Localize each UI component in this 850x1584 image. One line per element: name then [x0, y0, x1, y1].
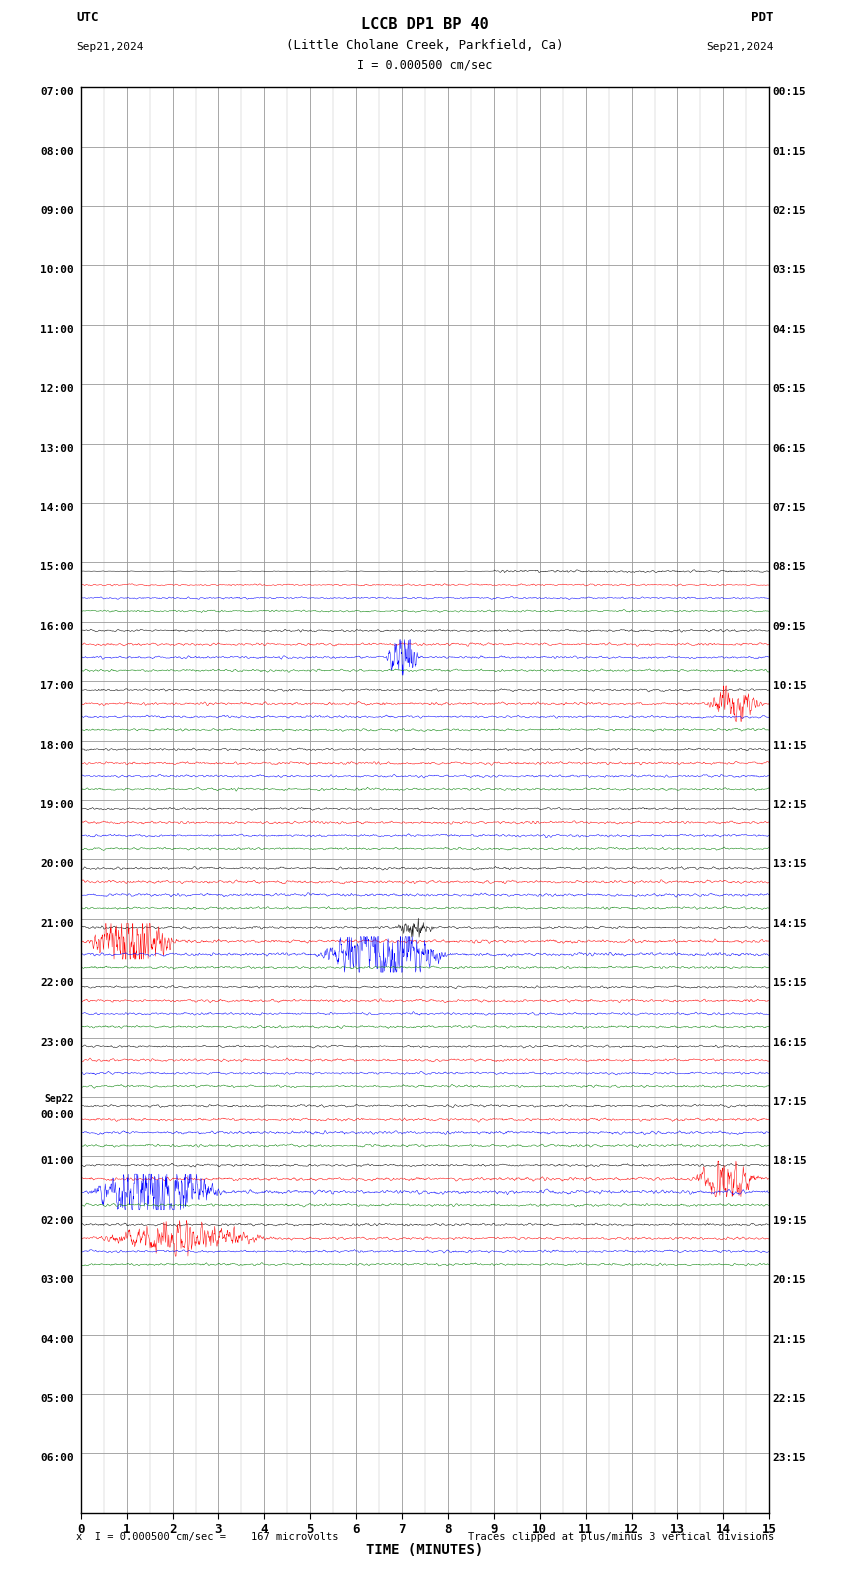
Text: 22:00: 22:00 — [40, 977, 74, 988]
Text: (Little Cholane Creek, Parkfield, Ca): (Little Cholane Creek, Parkfield, Ca) — [286, 40, 564, 52]
Text: 17:00: 17:00 — [40, 681, 74, 691]
Text: x  I = 0.000500 cm/sec =    167 microvolts: x I = 0.000500 cm/sec = 167 microvolts — [76, 1532, 339, 1541]
Text: 13:15: 13:15 — [773, 859, 807, 870]
Text: 04:15: 04:15 — [773, 325, 807, 334]
Text: 01:00: 01:00 — [40, 1156, 74, 1166]
Text: 19:15: 19:15 — [773, 1217, 807, 1226]
Text: 07:00: 07:00 — [40, 87, 74, 97]
Text: 08:15: 08:15 — [773, 562, 807, 572]
Text: 09:00: 09:00 — [40, 206, 74, 215]
Text: PDT: PDT — [751, 11, 774, 24]
Text: Sep22: Sep22 — [44, 1095, 74, 1104]
Text: 23:15: 23:15 — [773, 1454, 807, 1464]
Text: 12:15: 12:15 — [773, 800, 807, 809]
Text: Sep21,2024: Sep21,2024 — [76, 43, 144, 52]
Text: 00:00: 00:00 — [40, 1110, 74, 1120]
Text: 11:15: 11:15 — [773, 740, 807, 751]
Text: 17:15: 17:15 — [773, 1096, 807, 1107]
Text: 00:15: 00:15 — [773, 87, 807, 97]
Text: 03:00: 03:00 — [40, 1275, 74, 1285]
Text: Sep21,2024: Sep21,2024 — [706, 43, 774, 52]
Text: LCCB DP1 BP 40: LCCB DP1 BP 40 — [361, 17, 489, 32]
Text: 07:15: 07:15 — [773, 504, 807, 513]
Text: UTC: UTC — [76, 11, 99, 24]
Text: 19:00: 19:00 — [40, 800, 74, 809]
Text: 06:15: 06:15 — [773, 444, 807, 453]
Text: 05:15: 05:15 — [773, 385, 807, 394]
Text: 02:15: 02:15 — [773, 206, 807, 215]
Text: 14:00: 14:00 — [40, 504, 74, 513]
Text: 15:15: 15:15 — [773, 977, 807, 988]
Text: I = 0.000500 cm/sec: I = 0.000500 cm/sec — [357, 59, 493, 71]
Text: 22:15: 22:15 — [773, 1394, 807, 1403]
Text: 10:00: 10:00 — [40, 265, 74, 276]
Text: 16:15: 16:15 — [773, 1038, 807, 1047]
Text: 04:00: 04:00 — [40, 1334, 74, 1345]
Text: 12:00: 12:00 — [40, 385, 74, 394]
Text: Traces clipped at plus/minus 3 vertical divisions: Traces clipped at plus/minus 3 vertical … — [468, 1532, 774, 1541]
Text: 02:00: 02:00 — [40, 1217, 74, 1226]
Text: 20:15: 20:15 — [773, 1275, 807, 1285]
Text: 23:00: 23:00 — [40, 1038, 74, 1047]
Text: 21:00: 21:00 — [40, 919, 74, 928]
Text: 03:15: 03:15 — [773, 265, 807, 276]
Text: 14:15: 14:15 — [773, 919, 807, 928]
Text: 20:00: 20:00 — [40, 859, 74, 870]
Text: 05:00: 05:00 — [40, 1394, 74, 1403]
Text: 18:15: 18:15 — [773, 1156, 807, 1166]
Text: 10:15: 10:15 — [773, 681, 807, 691]
Text: 13:00: 13:00 — [40, 444, 74, 453]
Text: 06:00: 06:00 — [40, 1454, 74, 1464]
X-axis label: TIME (MINUTES): TIME (MINUTES) — [366, 1543, 484, 1557]
Text: 11:00: 11:00 — [40, 325, 74, 334]
Text: 01:15: 01:15 — [773, 147, 807, 157]
Text: 18:00: 18:00 — [40, 740, 74, 751]
Text: 15:00: 15:00 — [40, 562, 74, 572]
Text: 16:00: 16:00 — [40, 621, 74, 632]
Text: 21:15: 21:15 — [773, 1334, 807, 1345]
Text: 09:15: 09:15 — [773, 621, 807, 632]
Text: 08:00: 08:00 — [40, 147, 74, 157]
